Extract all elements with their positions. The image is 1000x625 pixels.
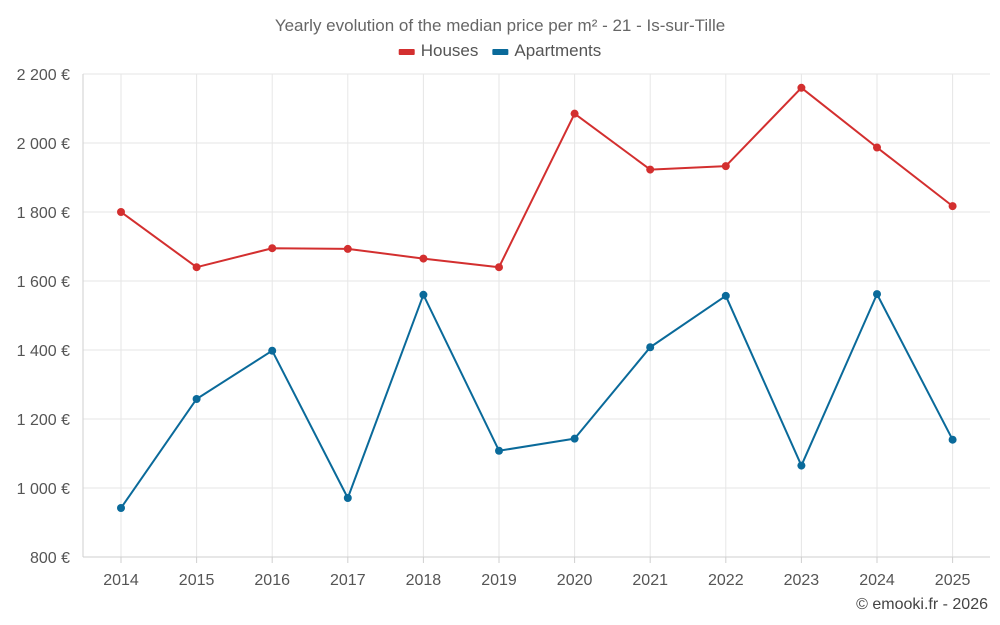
legend-label: Apartments bbox=[514, 41, 601, 60]
data-point-apartments[interactable] bbox=[646, 343, 655, 352]
x-axis: 2014 2015 2016 2017 2018 2019 2020 2021 2022 2023… bbox=[103, 557, 970, 589]
y-axis: 800 € 1 000 € 1 200 € 1 400 € 1 600 € 1 800 €… bbox=[17, 67, 70, 567]
x-tick-label: 2025 bbox=[935, 572, 971, 589]
x-tick-label: 2016 bbox=[254, 572, 290, 589]
x-tick-label: 2015 bbox=[179, 572, 215, 589]
data-point-apartments[interactable] bbox=[797, 461, 806, 470]
y-tick-label: 1 800 € bbox=[17, 205, 70, 222]
y-tick-label: 1 200 € bbox=[17, 412, 70, 429]
series-apartments bbox=[117, 290, 957, 513]
x-tick-label: 2019 bbox=[481, 572, 517, 589]
legend-item-houses[interactable]: Houses bbox=[398, 41, 479, 60]
series-houses bbox=[117, 83, 957, 272]
data-point-houses[interactable] bbox=[343, 244, 352, 253]
series-layer bbox=[117, 83, 957, 513]
data-point-houses[interactable] bbox=[721, 162, 730, 171]
data-point-houses[interactable] bbox=[419, 254, 428, 263]
data-point-apartments[interactable] bbox=[192, 394, 201, 403]
x-tick-label: 2018 bbox=[406, 572, 442, 589]
data-point-houses[interactable] bbox=[797, 83, 806, 92]
data-point-apartments[interactable] bbox=[873, 290, 881, 299]
data-point-apartments[interactable] bbox=[343, 494, 352, 503]
series-line-apartments bbox=[120, 293, 954, 509]
chart-title: Yearly evolution of the median price per… bbox=[275, 16, 725, 35]
legend-swatch bbox=[398, 49, 415, 55]
x-tick-label: 2022 bbox=[708, 572, 744, 589]
legend-swatch bbox=[492, 49, 509, 55]
legend-label: Houses bbox=[421, 41, 479, 60]
legend: Houses Apartments bbox=[398, 41, 601, 60]
data-point-houses[interactable] bbox=[495, 263, 503, 272]
x-tick-label: 2020 bbox=[557, 572, 593, 589]
x-tick-label: 2017 bbox=[330, 572, 366, 589]
data-point-houses[interactable] bbox=[117, 208, 125, 216]
y-tick-label: 1 600 € bbox=[17, 274, 70, 291]
y-tick-label: 800 € bbox=[30, 550, 70, 567]
data-point-apartments[interactable] bbox=[721, 291, 730, 300]
data-point-apartments[interactable] bbox=[570, 434, 579, 443]
data-point-houses[interactable] bbox=[948, 202, 957, 211]
data-point-houses[interactable] bbox=[873, 143, 881, 152]
data-point-houses[interactable] bbox=[192, 263, 201, 272]
x-tick-label: 2021 bbox=[632, 572, 668, 589]
y-tick-label: 2 000 € bbox=[17, 136, 70, 153]
x-tick-label: 2014 bbox=[103, 572, 139, 589]
data-point-houses[interactable] bbox=[646, 165, 655, 174]
data-point-apartments[interactable] bbox=[948, 435, 957, 444]
credit-text: © emooki.fr - 2026 bbox=[856, 596, 988, 613]
legend-item-apartments[interactable]: Apartments bbox=[492, 41, 601, 60]
x-tick-label: 2024 bbox=[859, 572, 895, 589]
data-point-apartments[interactable] bbox=[268, 346, 277, 355]
gridlines bbox=[82, 73, 990, 558]
data-point-apartments[interactable] bbox=[419, 290, 428, 299]
data-point-houses[interactable] bbox=[268, 244, 277, 253]
series-line-houses bbox=[120, 86, 954, 269]
data-point-apartments[interactable] bbox=[117, 504, 125, 513]
x-tick-label: 2023 bbox=[784, 572, 820, 589]
data-point-apartments[interactable] bbox=[495, 446, 503, 455]
y-tick-label: 1 000 € bbox=[17, 481, 70, 498]
y-tick-label: 2 200 € bbox=[17, 67, 70, 84]
y-tick-label: 1 400 € bbox=[17, 343, 70, 360]
data-point-houses[interactable] bbox=[570, 109, 579, 118]
